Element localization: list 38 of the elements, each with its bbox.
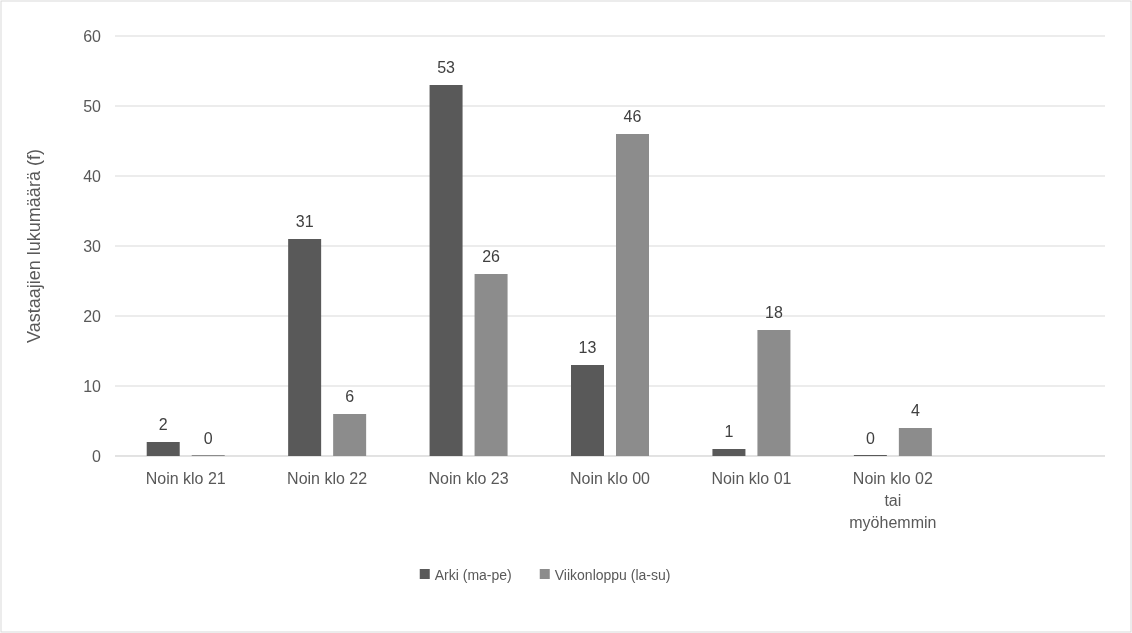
- data-label: 1: [724, 423, 734, 440]
- data-label: 2: [158, 416, 168, 433]
- bar: [757, 330, 791, 456]
- legend-label: Arki (ma-pe): [434, 566, 512, 583]
- bar: [429, 85, 463, 456]
- x-tick-label: Noin klo 23: [428, 470, 509, 487]
- x-tick-label: Noin klo 00: [569, 470, 651, 487]
- bar: [474, 274, 508, 456]
- data-label: 26: [482, 248, 501, 265]
- data-label: 6: [345, 388, 355, 405]
- data-label: 18: [765, 304, 783, 321]
- bar: [616, 134, 649, 456]
- y-tick-label: 20: [83, 307, 102, 325]
- bar: [712, 449, 746, 456]
- bar: [333, 414, 367, 456]
- legend-label: Viikonloppu (la-su): [554, 566, 671, 583]
- y-tick-label: 0: [92, 447, 102, 465]
- data-label: 0: [203, 430, 213, 447]
- bar: [898, 428, 932, 456]
- x-tick-label: Noin klo 22: [287, 470, 368, 487]
- x-tick-label: Noin klo 21: [145, 470, 226, 487]
- data-label: 53: [437, 59, 456, 76]
- y-tick-label: 10: [83, 377, 102, 395]
- data-label: 0: [865, 430, 875, 447]
- y-tick-label: 30: [83, 237, 102, 255]
- data-label: 4: [910, 402, 920, 419]
- y-tick-label: 40: [83, 167, 102, 185]
- x-tick-label: Noin klo 01: [711, 470, 792, 487]
- bar: [146, 442, 180, 456]
- bar: [288, 239, 322, 456]
- bar: [571, 365, 604, 456]
- y-axis-title: Vastaajien lukumäärä (f): [24, 149, 44, 343]
- y-tick-label: 60: [83, 27, 102, 45]
- data-label: 13: [578, 339, 597, 356]
- x-tick-label: Noin klo 02 tai myöhemmin: [849, 470, 937, 531]
- data-label: 46: [623, 108, 642, 125]
- y-tick-label: 50: [83, 97, 102, 115]
- data-label: 31: [295, 213, 314, 230]
